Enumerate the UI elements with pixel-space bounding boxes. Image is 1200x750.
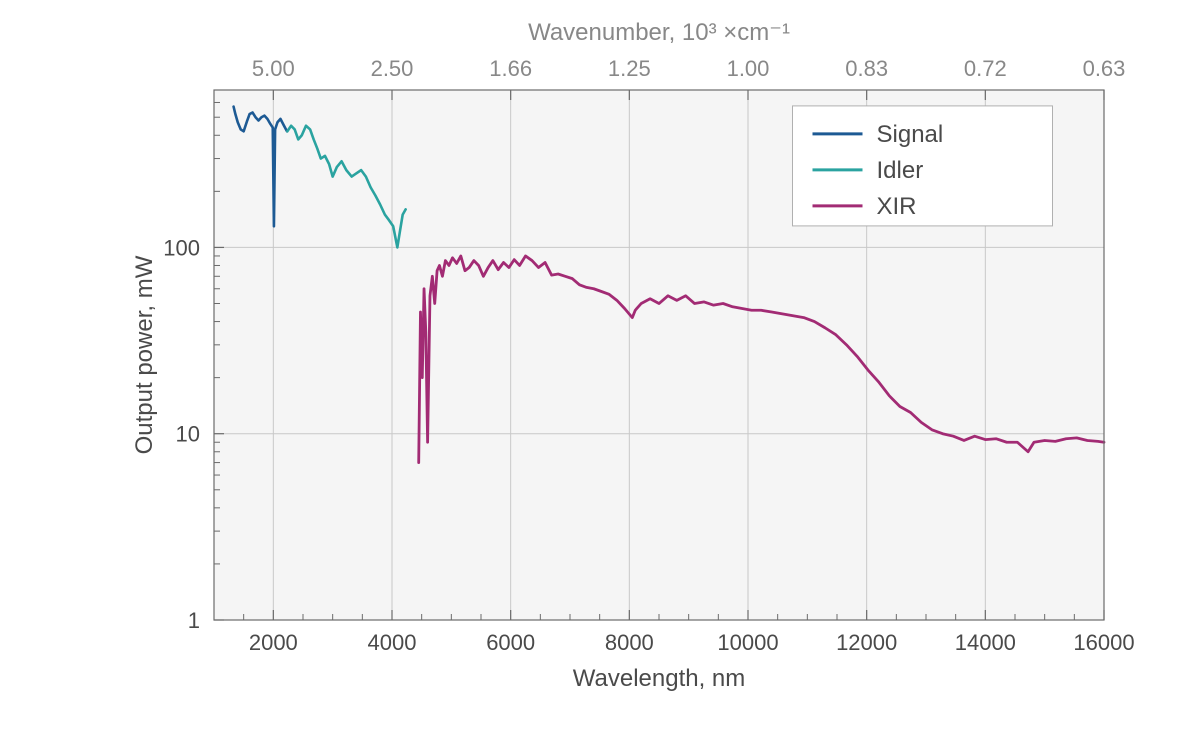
top-tick-label: 1.66: [489, 56, 532, 81]
top-tick-label: 0.83: [845, 56, 888, 81]
top-tick-label: 0.72: [964, 56, 1007, 81]
top-tick-label: 5.00: [252, 56, 295, 81]
x-tick-label: 8000: [605, 630, 654, 655]
output-power-chart: 2000 4000 6000 8000 10000 12000 14000 16000 1 10 1…: [0, 0, 1200, 750]
y-axis-label: Output power, mW: [131, 255, 158, 454]
x-tick-label: 10000: [717, 630, 778, 655]
top-tick-label: 2.50: [371, 56, 414, 81]
x-axis-label: Wavelength, nm: [573, 665, 746, 692]
legend-label: Signal: [877, 121, 944, 148]
x-tick-label: 14000: [955, 630, 1016, 655]
legend-label: XIR: [877, 193, 917, 220]
x-tick-label: 4000: [368, 630, 417, 655]
top-tick-label: 0.63: [1083, 56, 1126, 81]
y-tick-label: 10: [176, 422, 200, 447]
top-tick-label: 1.25: [608, 56, 651, 81]
x-tick-label: 16000: [1073, 630, 1134, 655]
legend-label: Idler: [877, 157, 924, 184]
x-tick-label: 2000: [249, 630, 298, 655]
top-tick-label: 1.00: [727, 56, 770, 81]
x-tick-label: 12000: [836, 630, 897, 655]
x-tick-label: 6000: [486, 630, 535, 655]
y-tick-label: 100: [163, 235, 200, 260]
top-axis-label: Wavenumber, 10³ ×cm⁻¹: [528, 19, 790, 46]
y-tick-label: 1: [188, 608, 200, 633]
